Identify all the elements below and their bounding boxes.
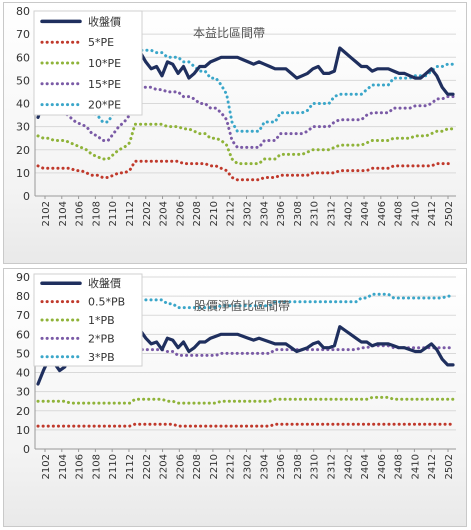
- x-tick-label: 2404: [360, 201, 371, 226]
- x-tick-label: 2110: [108, 454, 119, 479]
- legend-label: 10*PE: [88, 57, 121, 70]
- x-tick-label: 2106: [75, 201, 86, 226]
- y-tick-label: 90: [16, 271, 30, 284]
- x-tick-label: 2204: [159, 201, 170, 226]
- y-tick-label: 60: [16, 51, 30, 64]
- series-line-4: [36, 292, 455, 310]
- x-tick-label: 2312: [326, 201, 337, 226]
- y-tick-label: 10: [16, 424, 30, 437]
- series-line-3: [36, 344, 455, 357]
- legend-label: 3*PB: [88, 351, 115, 364]
- x-tick-label: 2210: [209, 454, 220, 479]
- x-tick-label: 2104: [58, 201, 69, 226]
- chart-title: 股價淨值比區間帶: [194, 298, 290, 313]
- series-line-2: [36, 122, 455, 166]
- x-tick-label: 2408: [394, 201, 405, 226]
- x-tick-label: 2208: [192, 454, 203, 479]
- legend-label: 2*PB: [88, 332, 115, 345]
- y-tick-label: 80: [16, 290, 30, 303]
- x-tick-label: 2104: [58, 454, 69, 479]
- x-tick-label: 2410: [410, 201, 421, 226]
- x-tick-label: 2102: [41, 454, 52, 479]
- x-tick-label: 2406: [377, 454, 388, 479]
- y-tick-label: 60: [16, 328, 30, 341]
- series-line-2: [36, 395, 455, 405]
- x-tick-label: 2206: [175, 454, 186, 479]
- y-tick-label: 0: [23, 190, 30, 203]
- x-tick-label: 2112: [125, 201, 136, 226]
- legend-label: 20*PE: [88, 99, 121, 112]
- pb-band-chart-panel: 0 10 20 30 40 50 60 70 80 90 2102 2104 2106 2108 2110 2…: [3, 268, 467, 527]
- legend: 收盤價 0.5*PB 1*PB 2*PB 3*PB: [33, 273, 143, 367]
- x-tick-label: 2502: [444, 201, 455, 226]
- legend-label: 收盤價: [88, 14, 121, 28]
- x-tick-label: 2210: [209, 201, 220, 226]
- legend-label: 15*PE: [88, 78, 121, 91]
- pe-band-chart-panel: 0 10 20 30 40 50 60 70 80 2102 2104 2106 2108 2110 211…: [3, 2, 467, 264]
- x-tick-label: 2412: [427, 454, 438, 479]
- y-tick-label: 20: [16, 144, 30, 157]
- x-tick-label: 2310: [310, 454, 321, 479]
- legend-label: 0.5*PB: [88, 296, 125, 309]
- y-tick-label: 30: [16, 121, 30, 134]
- x-tick-label: 2402: [343, 201, 354, 226]
- series-line-3: [36, 85, 455, 149]
- x-tick-label: 2110: [108, 201, 119, 226]
- x-tick-label: 2312: [326, 454, 337, 479]
- legend: 收盤價 5*PE 10*PE 15*PE 20*PE: [33, 10, 143, 116]
- x-tick-label: 2406: [377, 201, 388, 226]
- series-line-1: [36, 159, 455, 182]
- series-line-4: [36, 48, 455, 133]
- x-tick-label: 2404: [360, 454, 371, 479]
- legend-label: 5*PE: [88, 36, 114, 49]
- x-tick-label: 2304: [259, 201, 270, 226]
- x-tick-label: 2108: [91, 454, 102, 479]
- x-tick-label: 2112: [125, 454, 136, 479]
- x-tick-label: 2306: [276, 454, 287, 479]
- y-tick-label: 70: [16, 309, 30, 322]
- y-tick-label: 0: [23, 443, 30, 456]
- x-tick-label: 2306: [276, 201, 287, 226]
- y-tick-label: 40: [16, 367, 30, 380]
- x-tick-label: 2202: [142, 201, 153, 226]
- x-tick-label: 2212: [226, 201, 237, 226]
- x-tick-label: 2308: [293, 201, 304, 226]
- x-tick-label: 2412: [427, 201, 438, 226]
- legend-label: 收盤價: [88, 276, 121, 290]
- x-tick-label: 2108: [91, 201, 102, 226]
- x-tick-label: 2304: [259, 454, 270, 479]
- x-tick-label: 2502: [444, 454, 455, 479]
- x-tick-label: 2302: [243, 201, 254, 226]
- x-tick-label: 2402: [343, 454, 354, 479]
- x-tick-label: 2410: [410, 454, 421, 479]
- pe-band-chart: 0 10 20 30 40 50 60 70 80 2102 2104 2106 2108 2110 211…: [16, 5, 456, 226]
- y-tick-label: 10: [16, 167, 30, 180]
- x-tick-label: 2308: [293, 454, 304, 479]
- legend-label: 1*PB: [88, 314, 115, 327]
- y-tick-label: 40: [16, 98, 30, 111]
- pb-band-chart: 0 10 20 30 40 50 60 70 80 90 2102 2104 2106 2108 2110 2…: [16, 271, 456, 479]
- y-tick-label: 50: [16, 74, 30, 87]
- x-tick-label: 2408: [394, 454, 405, 479]
- x-tick-label: 2102: [41, 201, 52, 226]
- y-tick-label: 80: [16, 5, 30, 18]
- y-tick-label: 20: [16, 405, 30, 418]
- x-tick-label: 2212: [226, 454, 237, 479]
- chart-title: 本益比區間帶: [193, 26, 265, 40]
- x-tick-label: 2302: [243, 454, 254, 479]
- x-tick-label: 2204: [159, 454, 170, 479]
- x-tick-label: 2202: [142, 454, 153, 479]
- series-line-1: [36, 422, 455, 428]
- y-tick-label: 50: [16, 347, 30, 360]
- x-tick-label: 2208: [192, 201, 203, 226]
- x-tick-label: 2106: [75, 454, 86, 479]
- x-tick-label: 2206: [175, 201, 186, 226]
- y-tick-label: 70: [16, 28, 30, 41]
- x-tick-label: 2310: [310, 201, 321, 226]
- y-tick-label: 30: [16, 386, 30, 399]
